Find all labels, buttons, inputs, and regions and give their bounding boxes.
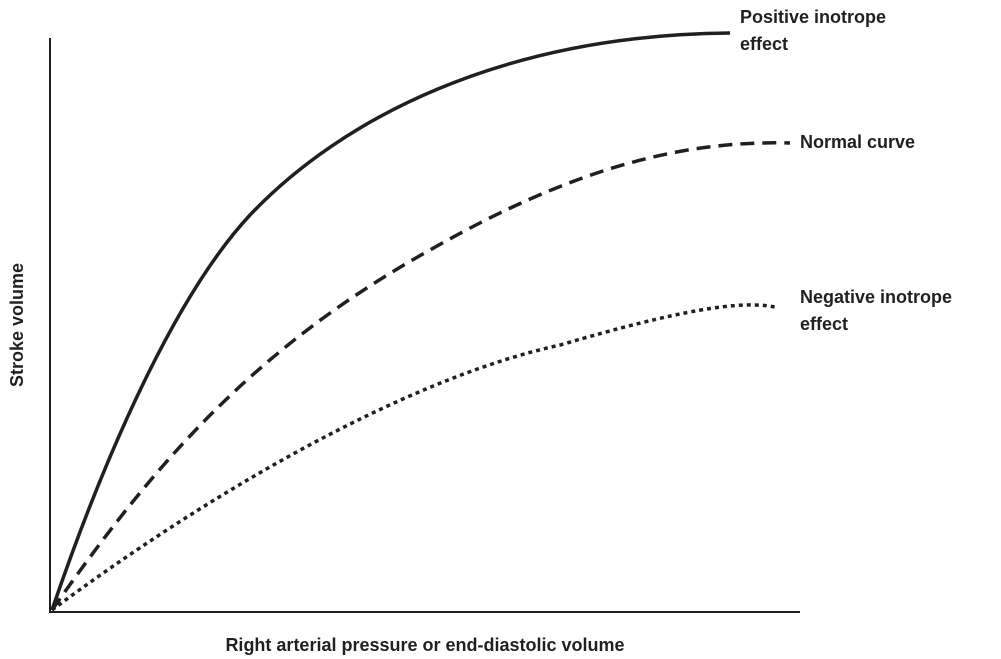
- y-axis-label: Stroke volume: [7, 263, 27, 387]
- curve-label: effect: [800, 314, 848, 334]
- positive-inotrope-curve: [50, 31, 731, 611]
- negative-inotrope-curve: [50, 303, 776, 612]
- curve-label: effect: [740, 34, 788, 54]
- curve-label: Positive inotrope: [740, 7, 886, 27]
- curve-label: Negative inotrope: [800, 287, 952, 307]
- x-axis-label: Right arterial pressure or end-diastolic…: [225, 635, 624, 655]
- normal-curve: [50, 141, 791, 612]
- curve-label: Normal curve: [800, 132, 915, 152]
